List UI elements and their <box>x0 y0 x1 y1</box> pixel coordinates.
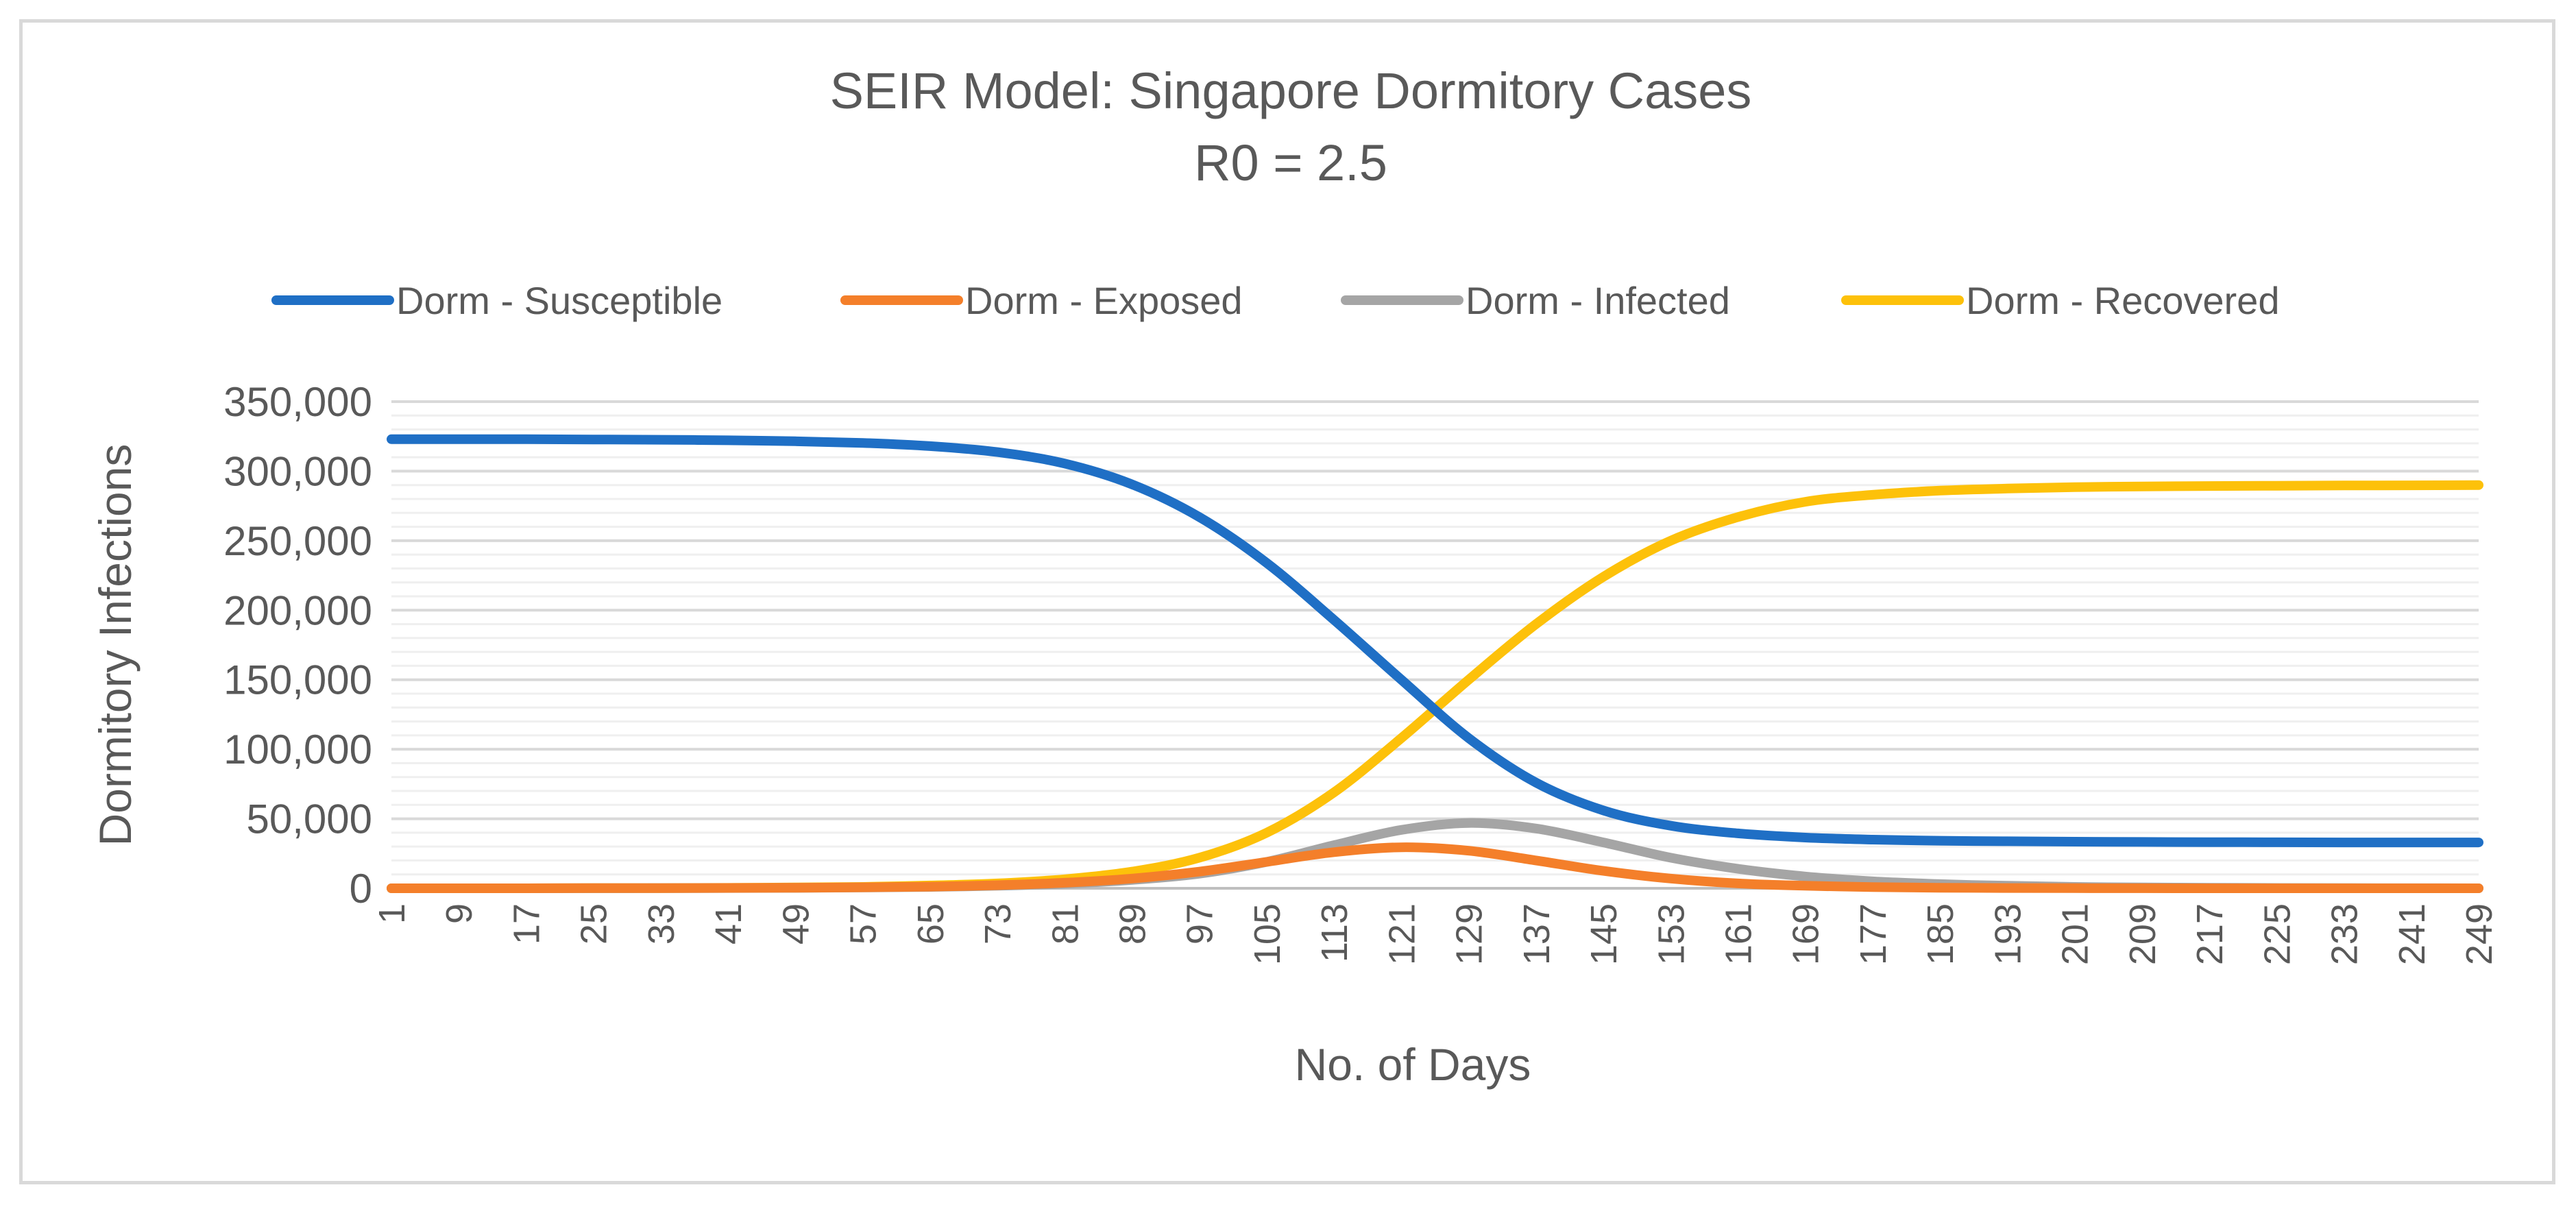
y-tick-label: 350,000 <box>223 379 372 425</box>
gridlines <box>391 400 2479 890</box>
x-tick-label: 113 <box>1314 903 1355 962</box>
y-tick-label: 300,000 <box>223 448 372 494</box>
x-tick-label: 153 <box>1651 903 1692 965</box>
y-tick-label: 200,000 <box>223 587 372 633</box>
x-tick-label: 233 <box>2324 903 2366 965</box>
x-tick-label: 73 <box>977 903 1019 944</box>
x-tick-label: 33 <box>641 903 682 944</box>
y-axis-ticks: 0 50,000 100,000 150,000 200,000 250,000 300,0… <box>223 379 372 912</box>
x-tick-label: 225 <box>2257 903 2298 965</box>
x-tick-label: 201 <box>2055 903 2096 965</box>
x-tick-label: 65 <box>910 903 951 944</box>
chart-subtitle: R0 = 2.5 <box>1194 134 1387 191</box>
x-tick-label: 129 <box>1449 903 1490 965</box>
x-tick-label: 9 <box>439 903 480 924</box>
legend-label-dorm-recovered: Dorm - Recovered <box>1966 279 2279 322</box>
y-axis-label: Dormitory Infections <box>90 444 141 846</box>
x-tick-label: 145 <box>1583 903 1625 965</box>
seir-line-chart: SEIR Model: Singapore Dormitory Cases R0… <box>90 62 2500 1090</box>
x-tick-label: 1 <box>372 903 413 924</box>
series-line-dorm-susceptible <box>387 434 2483 848</box>
x-tick-label: 193 <box>1987 903 2028 965</box>
y-tick-label: 0 <box>350 866 372 912</box>
x-tick-label: 217 <box>2189 903 2231 965</box>
x-tick-label: 57 <box>843 903 884 944</box>
x-tick-label: 185 <box>1920 903 1961 965</box>
x-tick-label: 121 <box>1381 903 1422 965</box>
x-tick-label: 41 <box>708 903 749 944</box>
x-tick-label: 249 <box>2459 903 2500 965</box>
x-tick-label: 241 <box>2392 903 2433 965</box>
chart-title: SEIR Model: Singapore Dormitory Cases <box>830 62 1752 119</box>
x-tick-label: 81 <box>1045 903 1086 944</box>
x-tick-label: 97 <box>1180 903 1221 944</box>
x-axis-label: No. of Days <box>1295 1039 1531 1090</box>
x-tick-label: 177 <box>1853 903 1894 965</box>
legend: Dorm - Susceptible Dorm - Exposed Dorm - I… <box>271 279 2279 322</box>
x-tick-label: 89 <box>1112 903 1153 944</box>
y-tick-label: 150,000 <box>223 657 372 703</box>
y-tick-label: 250,000 <box>223 518 372 564</box>
x-tick-label: 161 <box>1718 903 1760 965</box>
x-tick-label: 105 <box>1247 903 1288 965</box>
x-tick-label: 25 <box>574 903 615 944</box>
legend-label-dorm-infected: Dorm - Infected <box>1466 279 1730 322</box>
legend-label-dorm-susceptible: Dorm - Susceptible <box>396 279 722 322</box>
x-tick-label: 209 <box>2122 903 2163 965</box>
series-line-dorm-exposed <box>387 842 2483 894</box>
chart-frame: SEIR Model: Singapore Dormitory Cases R0… <box>19 19 2555 1184</box>
x-tick-label: 169 <box>1786 903 1827 965</box>
legend-label-dorm-exposed: Dorm - Exposed <box>965 279 1243 322</box>
x-tick-label: 17 <box>506 903 547 944</box>
series-lines <box>387 434 2483 894</box>
x-tick-label: 49 <box>775 903 816 944</box>
x-tick-label: 137 <box>1516 903 1557 965</box>
y-tick-label: 100,000 <box>223 727 372 772</box>
y-tick-label: 50,000 <box>246 796 372 842</box>
x-axis-ticks: 1 9 17 25 33 41 49 57 65 73 81 89 97 105 113 121 129 137 1… <box>372 903 2500 965</box>
